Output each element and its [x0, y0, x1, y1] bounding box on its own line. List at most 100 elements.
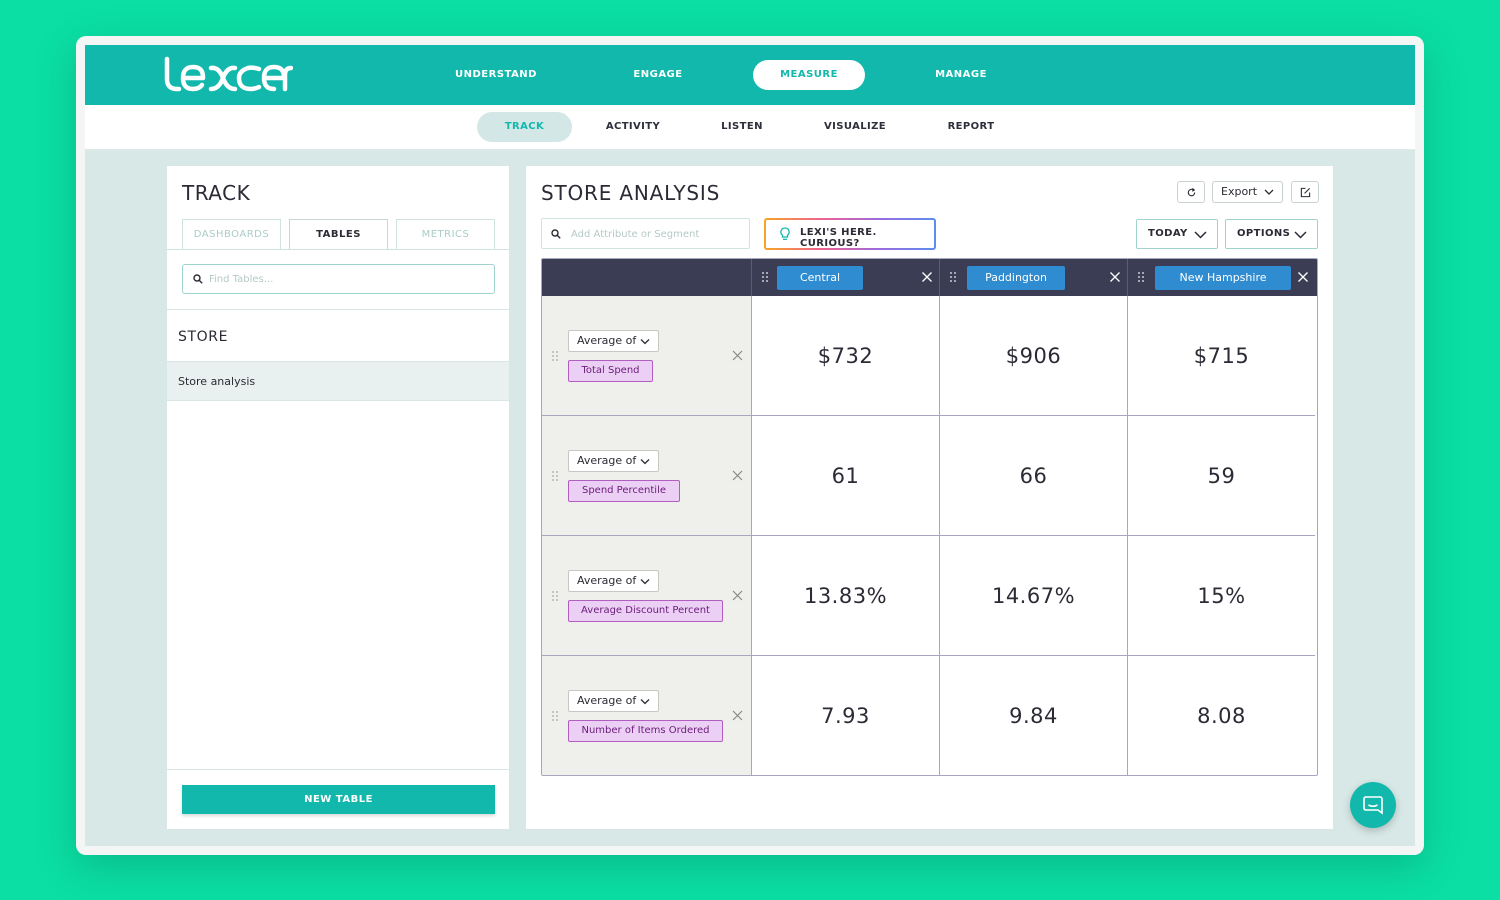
close-icon[interactable]	[1297, 271, 1309, 283]
chevron-down-icon	[640, 459, 650, 465]
chevron-down-icon	[1264, 189, 1274, 195]
refresh-icon	[1187, 187, 1196, 197]
chevron-down-icon	[640, 579, 650, 585]
table-cell: $715	[1127, 296, 1315, 416]
chevron-down-icon	[640, 699, 650, 705]
tab-dashboards[interactable]: DASHBOARDS	[182, 219, 281, 249]
new-table-button[interactable]: NEW TABLE	[182, 785, 495, 814]
aggregation-select[interactable]: Average of	[568, 450, 659, 472]
subnav-visualize[interactable]: VISUALIZE	[824, 121, 886, 132]
divider	[167, 769, 509, 770]
column-header: Paddington	[939, 259, 1127, 296]
column-header: Central	[751, 259, 939, 296]
drag-handle-icon[interactable]	[761, 271, 769, 283]
close-icon[interactable]	[732, 710, 743, 721]
attribute-search-input[interactable]	[571, 224, 741, 244]
aggregation-label: Average of	[577, 694, 637, 707]
subnav-listen[interactable]: LISTEN	[721, 121, 763, 132]
column-header: New Hampshire	[1127, 259, 1315, 296]
track-sidebar: TRACK DASHBOARDS TABLES METRICS STORE St…	[166, 165, 510, 830]
lexer-logo[interactable]	[163, 55, 294, 95]
subnav-report[interactable]: REPORT	[947, 121, 995, 132]
metric-chip[interactable]: Total Spend	[568, 360, 653, 382]
subnav-activity[interactable]: ACTIVITY	[605, 121, 661, 132]
page-title: STORE ANALYSIS	[541, 181, 721, 205]
search-icon	[193, 274, 203, 284]
tab-tables[interactable]: TABLES	[289, 219, 388, 249]
subnav-track[interactable]: TRACK	[477, 112, 572, 142]
segment-chip[interactable]: Central	[777, 266, 863, 290]
table-cell: 61	[751, 416, 939, 536]
drag-handle-icon[interactable]	[551, 710, 559, 722]
table-cell: $732	[751, 296, 939, 416]
nav-engage[interactable]: ENGAGE	[633, 69, 683, 80]
sub-nav: TRACK ACTIVITY LISTEN VISUALIZE REPORT	[85, 105, 1415, 150]
tabs-divider	[167, 249, 509, 250]
close-icon[interactable]	[921, 271, 933, 283]
close-icon[interactable]	[732, 590, 743, 601]
nav-manage[interactable]: MANAGE	[935, 69, 987, 80]
lexi-label: LEXI'S HERE. CURIOUS?	[800, 227, 877, 249]
options-dropdown[interactable]: OPTIONS	[1225, 219, 1318, 249]
logo-mark	[164, 56, 294, 92]
lexi-assistant-button[interactable]: LEXI'S HERE. CURIOUS?	[764, 218, 936, 250]
aggregation-label: Average of	[577, 454, 637, 467]
close-icon[interactable]	[1109, 271, 1121, 283]
export-label: Export	[1221, 185, 1258, 198]
table-cell: 7.93	[751, 656, 939, 775]
segment-chip[interactable]: New Hampshire	[1155, 266, 1291, 290]
find-tables-field[interactable]	[182, 264, 495, 294]
divider	[167, 309, 509, 310]
chevron-down-icon	[640, 339, 650, 345]
drag-handle-icon[interactable]	[1137, 271, 1145, 283]
attribute-search-field[interactable]	[541, 218, 750, 249]
nav-understand[interactable]: UNDERSTAND	[455, 69, 537, 80]
segment-chip[interactable]: Paddington	[967, 266, 1065, 290]
table-cell: $906	[939, 296, 1127, 416]
table-cell: 14.67%	[939, 536, 1127, 656]
refresh-button[interactable]	[1177, 181, 1205, 203]
table-row-label: Average of Average Discount Percent	[542, 536, 752, 656]
table-cell: 9.84	[939, 656, 1127, 775]
aggregation-select[interactable]: Average of	[568, 690, 659, 712]
options-label: OPTIONS	[1237, 228, 1291, 239]
store-analysis-panel: STORE ANALYSIS Export	[525, 165, 1334, 830]
table-list-item[interactable]: Store analysis	[167, 362, 509, 401]
close-icon[interactable]	[732, 350, 743, 361]
drag-handle-icon[interactable]	[551, 350, 559, 362]
table-row-label: Average of Number of Items Ordered	[542, 656, 752, 775]
export-dropdown[interactable]: Export	[1212, 181, 1283, 203]
table-row-label: Average of Spend Percentile	[542, 416, 752, 536]
edit-button[interactable]	[1291, 181, 1319, 203]
date-range-dropdown[interactable]: TODAY	[1136, 219, 1218, 249]
table-cell: 13.83%	[751, 536, 939, 656]
chevron-down-icon	[1294, 231, 1307, 239]
table-cell: 8.08	[1127, 656, 1315, 775]
drag-handle-icon[interactable]	[551, 590, 559, 602]
find-tables-input[interactable]	[209, 269, 489, 289]
chat-launcher-button[interactable]	[1350, 782, 1396, 828]
drag-handle-icon[interactable]	[551, 470, 559, 482]
metric-chip[interactable]: Spend Percentile	[568, 480, 680, 502]
lightbulb-icon	[780, 227, 790, 240]
table-cell: 59	[1127, 416, 1315, 536]
table-cell: 15%	[1127, 536, 1315, 656]
edit-icon	[1300, 187, 1311, 198]
table-row-label: Average of Total Spend	[542, 296, 752, 416]
search-icon	[551, 229, 561, 239]
aggregation-select[interactable]: Average of	[568, 570, 659, 592]
nav-measure[interactable]: MEASURE	[753, 60, 865, 90]
tab-metrics[interactable]: METRICS	[396, 219, 495, 249]
chat-icon	[1363, 796, 1383, 815]
aggregation-label: Average of	[577, 334, 637, 347]
metric-chip[interactable]: Number of Items Ordered	[568, 720, 723, 742]
table-header-row: Central Paddington	[542, 259, 1317, 296]
close-icon[interactable]	[732, 470, 743, 481]
aggregation-label: Average of	[577, 574, 637, 587]
metric-chip[interactable]: Average Discount Percent	[568, 600, 723, 622]
chevron-down-icon	[1194, 231, 1207, 239]
drag-handle-icon[interactable]	[949, 271, 957, 283]
analysis-table: Central Paddington	[541, 258, 1318, 776]
table-cell: 66	[939, 416, 1127, 536]
aggregation-select[interactable]: Average of	[568, 330, 659, 352]
